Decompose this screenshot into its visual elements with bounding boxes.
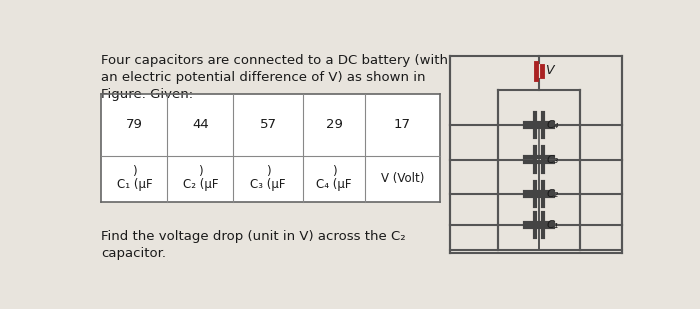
Text: 57: 57 xyxy=(260,118,276,131)
Text: V: V xyxy=(545,65,554,78)
Text: 29: 29 xyxy=(326,118,342,131)
Bar xyxy=(102,94,440,202)
Text: Find the voltage drop (unit in V) across the C₂: Find the voltage drop (unit in V) across… xyxy=(102,230,406,243)
Text: C₄: C₄ xyxy=(547,120,559,130)
Text: C₁ (μF: C₁ (μF xyxy=(117,178,152,191)
Text: 79: 79 xyxy=(126,118,143,131)
Text: ): ) xyxy=(132,165,137,178)
Text: ): ) xyxy=(266,165,270,178)
Text: 44: 44 xyxy=(192,118,209,131)
Text: Four capacitors are connected to a DC battery (with: Four capacitors are connected to a DC ba… xyxy=(102,54,449,67)
Text: C₂ (μF: C₂ (μF xyxy=(183,178,218,191)
Text: C₁: C₁ xyxy=(547,220,559,230)
Text: capacitor.: capacitor. xyxy=(102,247,167,260)
Text: C₂: C₂ xyxy=(547,189,559,199)
Text: C₄ (μF: C₄ (μF xyxy=(316,178,351,191)
Text: Figure. Given:: Figure. Given: xyxy=(102,88,194,101)
Text: C₃: C₃ xyxy=(547,154,559,164)
Text: ): ) xyxy=(332,165,336,178)
Text: ): ) xyxy=(198,165,202,178)
Text: V (Volt): V (Volt) xyxy=(381,172,424,185)
Text: 17: 17 xyxy=(394,118,411,131)
Text: C₃ (μF: C₃ (μF xyxy=(251,178,286,191)
Text: an electric potential difference of V) as shown in: an electric potential difference of V) a… xyxy=(102,71,426,84)
